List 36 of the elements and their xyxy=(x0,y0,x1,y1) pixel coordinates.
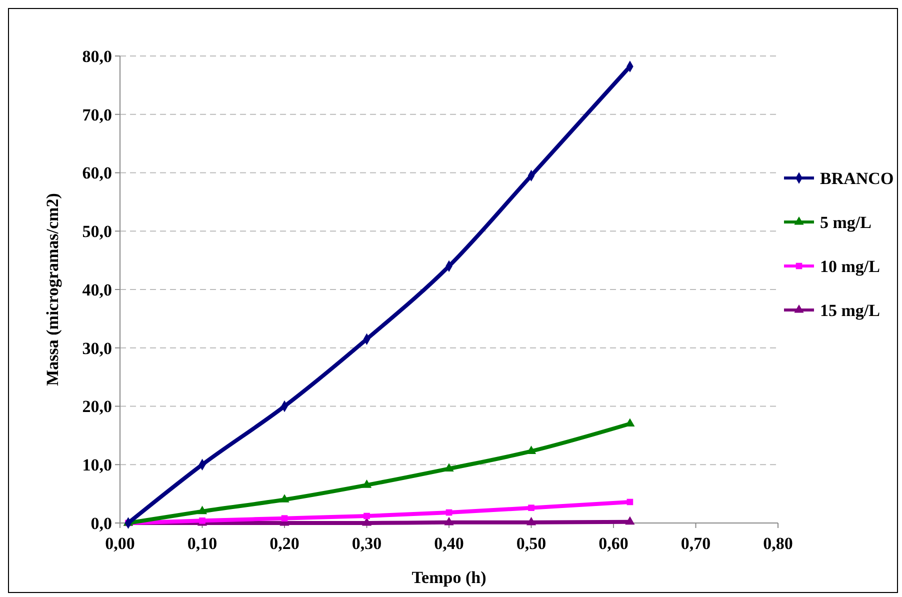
point xyxy=(625,516,635,525)
y-axis-title: Massa (microgramas/cm2) xyxy=(43,193,62,386)
point xyxy=(364,512,370,520)
point xyxy=(446,509,452,516)
legend-label: 15 mg/L xyxy=(820,300,880,320)
x-tick-label: 0,30 xyxy=(352,534,382,553)
point xyxy=(444,516,454,526)
y-tick-label: 50,0 xyxy=(82,222,112,242)
x-tick-label: 0,10 xyxy=(187,534,218,553)
x-tick-label: 0,70 xyxy=(680,534,711,553)
y-tick-label: 70,0 xyxy=(82,105,112,124)
x-tick-label: 0,40 xyxy=(434,534,464,553)
y-tick-label: 20,0 xyxy=(82,397,112,416)
y-tick-label: 0,0 xyxy=(90,514,112,533)
point xyxy=(528,504,534,511)
y-tick-label: 40,0 xyxy=(82,280,112,300)
point xyxy=(626,498,634,506)
y-tick-label: 30,0 xyxy=(82,338,112,358)
y-tick-label: 80,0 xyxy=(82,46,112,66)
y-tick-label: 60,0 xyxy=(82,164,112,183)
point xyxy=(362,480,372,488)
point xyxy=(197,506,208,514)
legend-label: 5 mg/L xyxy=(820,212,872,232)
y-tick-label: 10,0 xyxy=(82,456,112,475)
point xyxy=(280,494,290,502)
x-tick-label: 0,60 xyxy=(598,534,628,553)
x-tick-label: 0,50 xyxy=(516,534,546,553)
point xyxy=(444,463,454,472)
legend-label: 10 mg/L xyxy=(820,256,880,276)
x-tick-label: 0,00 xyxy=(105,534,135,553)
point xyxy=(281,515,288,522)
point xyxy=(526,516,536,526)
x-tick-label: 0,20 xyxy=(270,534,300,553)
x-tick-label: 0,80 xyxy=(763,534,793,553)
x-axis-title: Tempo (h) xyxy=(412,568,486,587)
legend-label: BRANCO xyxy=(820,168,894,188)
